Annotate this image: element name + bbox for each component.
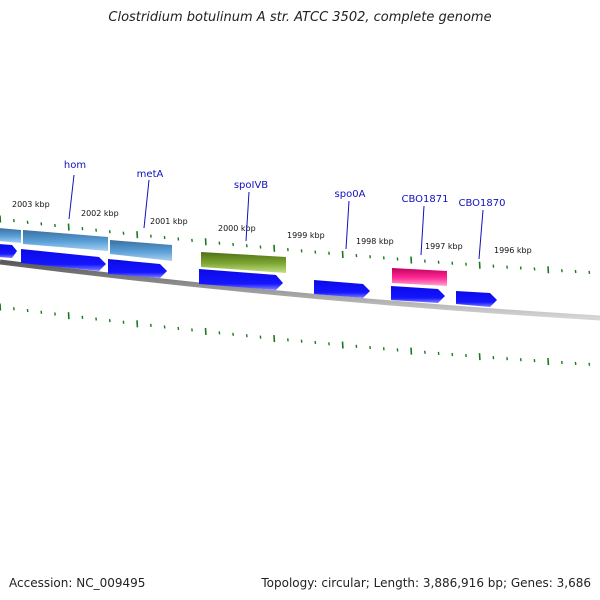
cds-arrow-6[interactable]: [391, 286, 445, 303]
leader-CBO1870: [478, 209, 484, 260]
gene-feature-hom[interactable]: [23, 230, 108, 251]
gene-track: [0, 228, 447, 286]
leader-spoIVB: [245, 191, 250, 242]
leader-metA: [143, 179, 150, 229]
gene-label-leaders: [68, 174, 484, 260]
gene-feature-spoIVB[interactable]: [201, 252, 286, 273]
leader-spo0A: [345, 200, 350, 250]
ruler-label-1999: 1999 kbp: [287, 231, 325, 240]
gene-label-hom: hom: [64, 160, 86, 171]
gene-label-CBO1870: CBO1870: [459, 198, 506, 209]
gene-label-metA: metA: [137, 169, 164, 180]
gene-feature-metA[interactable]: [110, 240, 172, 261]
gene-label-spo0A: spo0A: [335, 189, 366, 200]
gene-label-spoIVB: spoIVB: [234, 180, 268, 191]
ruler-label-2003: 2003 kbp: [12, 200, 50, 209]
cds-arrow-3[interactable]: [108, 259, 167, 278]
outer-scale-ticks: [0, 215, 591, 274]
gene-feature-left[interactable]: [0, 228, 21, 243]
genome-backbone: [0, 259, 600, 321]
leader-CBO1871: [420, 205, 425, 256]
ruler-labels: 2003 kbp 2002 kbp 2001 kbp 2000 kbp 1999…: [12, 200, 532, 255]
gene-labels: hom metA spoIVB spo0A CBO1871 CBO1870: [64, 160, 506, 209]
gene-feature-CBO1871[interactable]: [392, 268, 447, 286]
leader-hom: [68, 174, 75, 220]
genome-summary-text: Topology: circular; Length: 3,886,916 bp…: [261, 576, 591, 590]
ruler-label-2001: 2001 kbp: [150, 217, 188, 226]
cds-arrow-4[interactable]: [199, 269, 283, 290]
cds-arrow-7[interactable]: [456, 291, 497, 307]
gene-label-CBO1871: CBO1871: [402, 194, 449, 205]
inner-scale-ticks: [0, 303, 591, 366]
ruler-label-2000: 2000 kbp: [218, 224, 256, 233]
ruler-label-1997: 1997 kbp: [425, 242, 463, 251]
ruler-label-2002: 2002 kbp: [81, 209, 119, 218]
cds-arrow-2[interactable]: [21, 249, 106, 271]
ruler-label-1996: 1996 kbp: [494, 246, 532, 255]
map-title: Clostridium botulinum A str. ATCC 3502, …: [108, 10, 492, 25]
accession-text: Accession: NC_009495: [9, 576, 146, 590]
cds-arrow-1[interactable]: [0, 244, 17, 258]
cds-track: [0, 244, 497, 307]
ruler-label-1998: 1998 kbp: [356, 237, 394, 246]
cds-arrow-5[interactable]: [314, 280, 370, 298]
